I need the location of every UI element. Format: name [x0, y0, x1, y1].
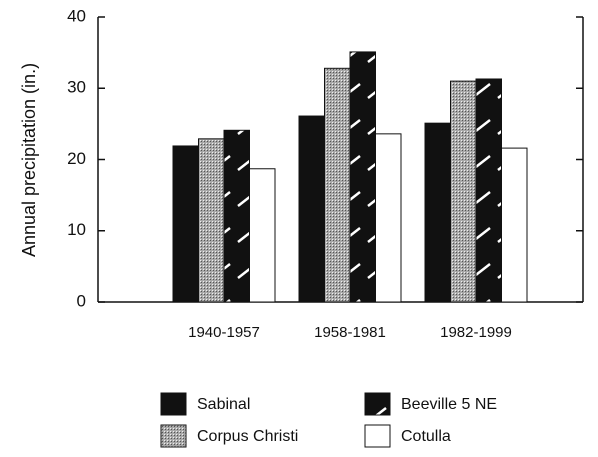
bar — [198, 138, 225, 303]
legend-swatch — [364, 424, 391, 448]
bar — [450, 80, 477, 303]
x-tick-label: 1982-1999 — [440, 324, 512, 341]
bar — [475, 78, 502, 303]
y-tick-label: 40 — [67, 6, 86, 25]
y-tick-label: 20 — [67, 149, 86, 168]
x-tick-label: 1940-1957 — [188, 324, 260, 341]
legend-swatch — [160, 424, 187, 448]
bar — [375, 133, 402, 303]
bar — [298, 115, 325, 303]
legend-label: Cotulla — [401, 428, 451, 445]
y-tick-label: 0 — [77, 291, 86, 310]
bar — [501, 147, 528, 303]
legend-swatch — [364, 392, 391, 416]
legend-swatch — [160, 392, 187, 416]
x-tick-label: 1958-1981 — [314, 324, 386, 341]
bar — [324, 67, 351, 303]
bar — [223, 129, 250, 303]
legend-label: Sabinal — [197, 396, 250, 413]
bar — [349, 51, 376, 303]
bar — [172, 145, 199, 303]
y-tick-label: 30 — [67, 78, 86, 97]
legend-label: Corpus Christi — [197, 428, 298, 445]
y-tick-label: 10 — [67, 220, 86, 239]
bar — [424, 122, 451, 303]
bar — [249, 168, 276, 303]
legend-label: Beeville 5 NE — [401, 396, 497, 413]
y-axis-label: Annual precipitation (in.) — [19, 63, 39, 257]
